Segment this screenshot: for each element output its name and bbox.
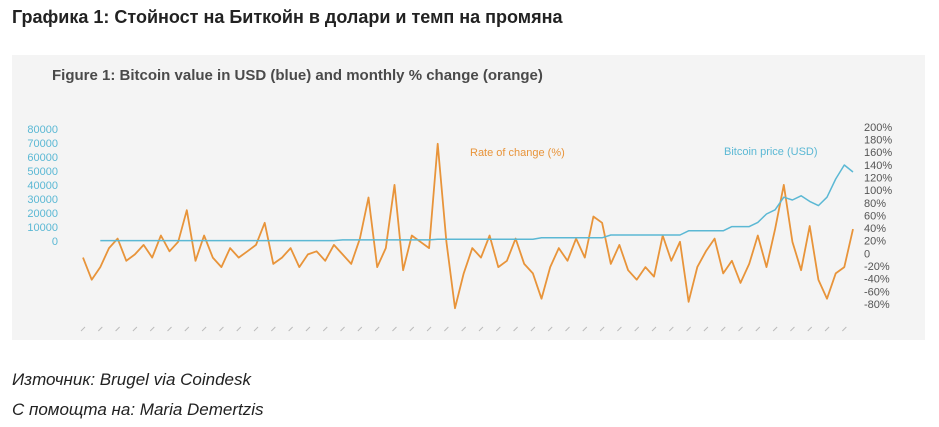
- chart: Figure 1: Bitcoin value in USD (blue) an…: [12, 55, 925, 340]
- y2-tick-label: 80%: [864, 198, 886, 210]
- chart-background: [12, 55, 925, 340]
- source: Източник: Brugel via Coindesk: [12, 370, 251, 389]
- x-tick: [720, 326, 726, 332]
- x-tick: [132, 326, 138, 332]
- y2-tick-label: -20%: [864, 261, 890, 273]
- y2-tick-label: 180%: [864, 135, 892, 147]
- x-tick: [392, 326, 397, 332]
- y2-tick-label: -60%: [864, 286, 890, 298]
- y2-tick-label: 0: [864, 248, 870, 260]
- y2-tick-label: -40%: [864, 274, 890, 286]
- x-tick: [97, 326, 103, 332]
- y-tick-label: 50000: [27, 166, 58, 178]
- heading: Графика 1: Стойност на Биткойн в долари …: [12, 7, 563, 27]
- series-line: [100, 164, 854, 242]
- x-tick: [703, 326, 709, 332]
- x-tick: [565, 326, 570, 332]
- x-tick: [167, 326, 172, 332]
- x-tick: [651, 326, 657, 332]
- y2-tick-label: 20%: [864, 236, 886, 248]
- x-tick: [461, 326, 467, 332]
- x-tick: [288, 326, 293, 332]
- y2-tick-label: 100%: [864, 185, 892, 197]
- credit: С помощта на: Maria Demertzis: [12, 400, 264, 419]
- y-tick-label: 70000: [27, 138, 58, 150]
- x-tick: [184, 326, 190, 332]
- y2-tick-label: 60%: [864, 210, 886, 222]
- chart-title: Figure 1: Bitcoin value in USD (blue) an…: [52, 67, 543, 84]
- x-tick: [201, 326, 207, 332]
- x-tick: [790, 326, 795, 332]
- x-tick: [513, 326, 518, 332]
- x-tick: [547, 326, 553, 332]
- y2-tick-label: 200%: [864, 122, 892, 134]
- x-tick: [340, 326, 345, 332]
- x-tick: [772, 326, 778, 332]
- y2-tick-label: -80%: [864, 299, 890, 311]
- y-tick-label: 30000: [27, 194, 58, 206]
- y2-tick-label: 140%: [864, 160, 892, 172]
- x-tick: [686, 326, 691, 332]
- x-tick: [841, 326, 847, 332]
- x-tick: [409, 326, 415, 332]
- x-tick: [755, 326, 761, 332]
- y2-tick-label: 160%: [864, 147, 892, 159]
- x-tick: [634, 326, 640, 332]
- y2-tick-label: 40%: [864, 223, 886, 235]
- y-tick-label: 60000: [27, 152, 58, 164]
- y-tick-label: 80000: [27, 124, 58, 136]
- x-tick: [374, 326, 380, 332]
- x-tick: [617, 326, 622, 332]
- x-tick: [668, 326, 674, 332]
- x-tick: [322, 326, 328, 332]
- x-tick: [495, 326, 501, 332]
- x-tick: [599, 326, 605, 332]
- x-tick: [253, 326, 259, 332]
- y-tick-label: 20000: [27, 208, 58, 220]
- x-tick: [305, 326, 311, 332]
- x-tick: [807, 326, 813, 332]
- x-tick: [149, 326, 155, 332]
- series-line: [82, 142, 854, 310]
- x-tick: [80, 326, 86, 332]
- x-tick: [530, 326, 536, 332]
- y2-tick-label: 120%: [864, 172, 892, 184]
- x-tick: [426, 326, 432, 332]
- x-tick: [115, 326, 120, 332]
- x-tick: [236, 326, 242, 332]
- x-tick: [738, 326, 743, 332]
- y-tick-label: 10000: [27, 222, 58, 234]
- y-tick-label: 0: [52, 236, 58, 248]
- x-tick: [444, 326, 449, 332]
- x-tick: [582, 326, 588, 332]
- y-tick-label: 40000: [27, 180, 58, 192]
- x-tick: [357, 326, 363, 332]
- series-label: Rate of change (%): [470, 147, 565, 159]
- series-label: Bitcoin price (USD): [724, 146, 818, 158]
- x-tick: [824, 326, 830, 332]
- x-tick: [219, 326, 224, 332]
- x-tick: [478, 326, 484, 332]
- x-tick: [270, 326, 276, 332]
